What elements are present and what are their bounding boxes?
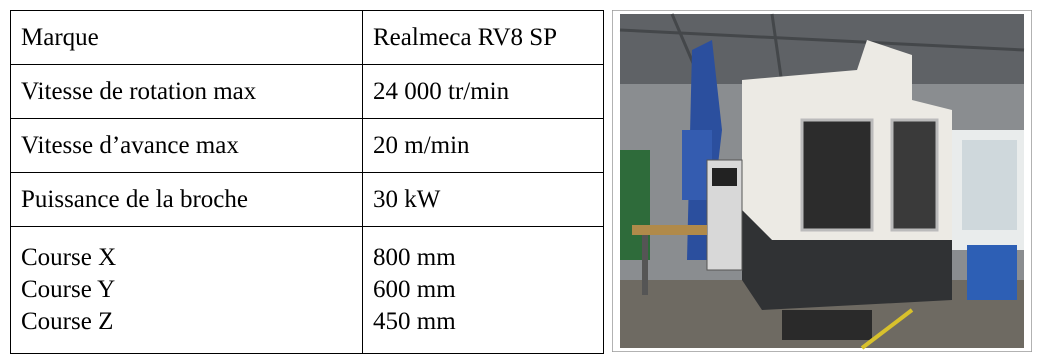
label: Course Z <box>21 308 114 335</box>
value: 800 mm <box>373 244 456 271</box>
spec-table: Marque Realmeca RV8 SP Vitesse de rotati… <box>10 10 604 354</box>
label-cell: Vitesse d’avance max <box>10 118 363 173</box>
label: Course Y <box>21 276 116 303</box>
table-row: Puissance de la broche 30 kW <box>10 172 604 227</box>
table-row: Vitesse de rotation max 24 000 tr/min <box>10 64 604 119</box>
value: 450 mm <box>373 308 456 335</box>
label-cell: Marque <box>10 10 363 65</box>
table-row: Course X Course Y Course Z 800 mm 600 mm… <box>10 226 604 354</box>
value-cell: 24 000 tr/min <box>362 64 604 119</box>
value-cell: 30 kW <box>362 172 604 227</box>
value: 600 mm <box>373 276 456 303</box>
label-cell: Puissance de la broche <box>10 172 363 227</box>
label-cell: Course X Course Y Course Z <box>10 226 363 354</box>
table-row: Marque Realmeca RV8 SP <box>10 10 604 65</box>
table-row: Vitesse d’avance max 20 m/min <box>10 118 604 173</box>
value-cell: 20 m/min <box>362 118 604 173</box>
label: Course X <box>21 244 117 271</box>
value-cell: Realmeca RV8 SP <box>362 10 604 65</box>
value-cell: 800 mm 600 mm 450 mm <box>362 226 604 354</box>
label-cell: Vitesse de rotation max <box>10 64 363 119</box>
machine-photo <box>612 10 1032 352</box>
